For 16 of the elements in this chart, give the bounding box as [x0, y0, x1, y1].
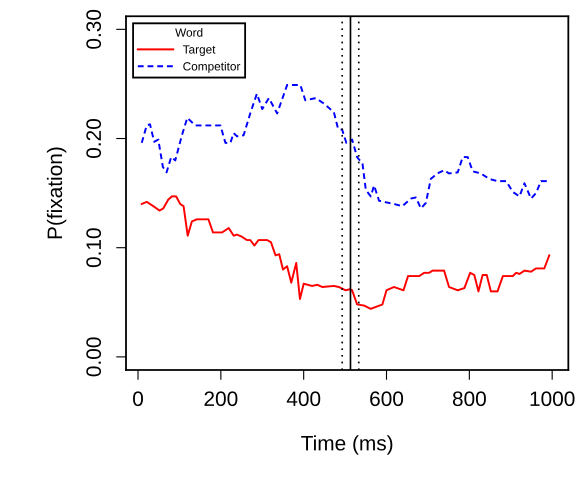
x-tick-label: 0 [133, 391, 143, 406]
x-axis-title: Time (ms) [301, 435, 392, 455]
legend-title: Word [175, 28, 202, 37]
x-tick-label: 600 [370, 391, 404, 406]
y-tick-label: 0.30 [86, 10, 102, 49]
y-tick-label: 0.00 [86, 337, 102, 376]
y-tick-label: 0.10 [86, 228, 102, 268]
legend-label: Competitor [183, 62, 240, 73]
y-tick-label: 0.20 [86, 119, 102, 158]
y-axis-title: P(fixation) [46, 148, 66, 238]
x-tick-label: 200 [204, 391, 238, 406]
line-series [140, 195, 550, 310]
x-tick-label: 400 [286, 391, 320, 406]
x-tick-label: 800 [452, 391, 486, 406]
x-tick-label: 1000 [530, 391, 575, 406]
legend-label: Target [182, 45, 216, 56]
